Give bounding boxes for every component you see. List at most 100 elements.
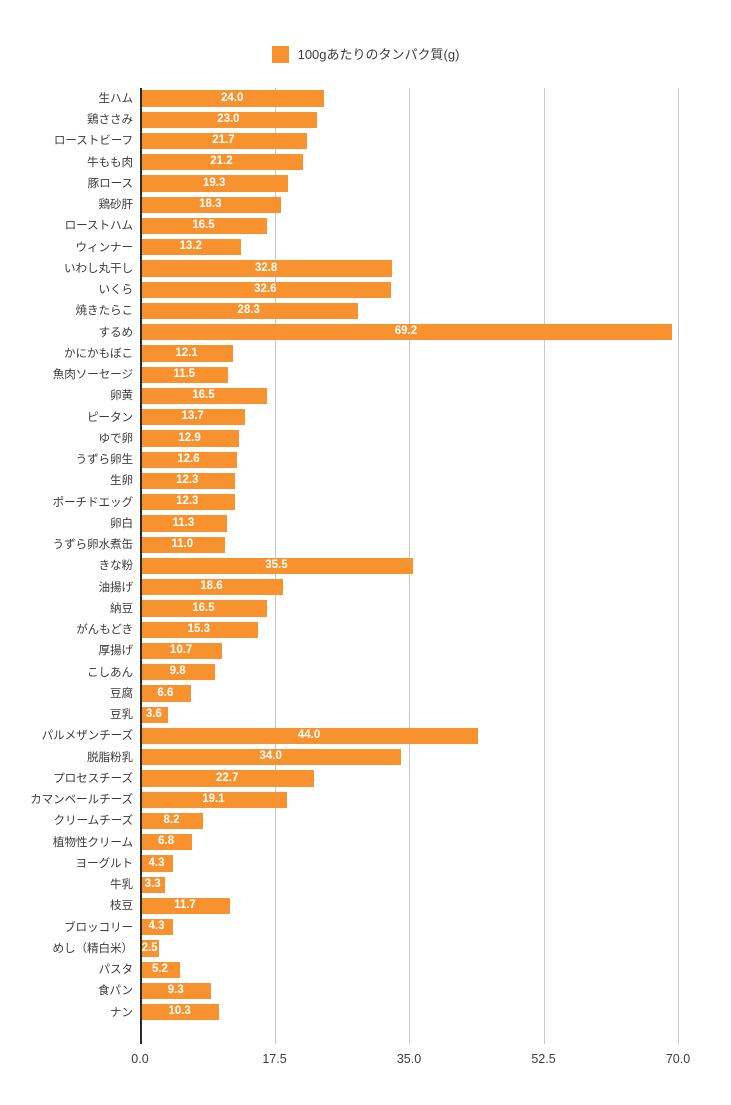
category-label: パスタ — [98, 963, 134, 977]
bar[interactable]: 3.6 — [140, 706, 168, 723]
bar[interactable]: 32.8 — [140, 260, 393, 277]
bar[interactable]: 9.3 — [140, 982, 212, 1000]
bar[interactable]: 9.8 — [140, 664, 216, 681]
gridline — [678, 88, 679, 1044]
category-label: ローストビーフ — [53, 134, 133, 148]
bar[interactable]: 13.7 — [140, 409, 246, 426]
bar-value-label: 11.7 — [174, 899, 196, 912]
value-axis-tick-labels: 0.0 17.5 35.0 52.5 70.0 — [131, 1052, 690, 1073]
bar[interactable]: 10.3 — [140, 1004, 220, 1021]
bar[interactable]: 16.5 — [140, 217, 267, 235]
bar[interactable]: 12.3 — [140, 472, 235, 490]
bar-row: 35.5 — [140, 556, 678, 577]
category-label: 生卵 — [110, 474, 133, 488]
bar[interactable]: 11.7 — [140, 897, 230, 915]
bar[interactable]: 11.0 — [140, 536, 225, 553]
bar[interactable]: 10.7 — [140, 642, 223, 660]
bar-value-label: 16.5 — [192, 219, 215, 232]
bar[interactable]: 12.1 — [140, 345, 233, 362]
bar[interactable]: 19.3 — [140, 175, 289, 192]
category-label: こしあん — [87, 665, 133, 679]
category-label: 焼きたらこ — [75, 304, 134, 318]
bar-row: 12.1 — [140, 343, 678, 364]
bar-row: 12.3 — [140, 492, 678, 513]
category-label: ローストハム — [64, 219, 133, 233]
bar-value-label: 2.5 — [141, 941, 158, 954]
bar-value-label: 24.0 — [221, 91, 244, 104]
bar-value-label: 4.3 — [148, 920, 165, 933]
bar-row: 5.2 — [140, 959, 678, 980]
bar-row: 8.2 — [140, 811, 678, 832]
category-label: ゆで卵 — [98, 431, 134, 445]
category-label: 食パン — [97, 984, 133, 998]
bar[interactable]: 24.0 — [140, 90, 325, 107]
bar[interactable]: 21.2 — [140, 154, 303, 171]
bar-row: 12.6 — [140, 449, 678, 470]
bar[interactable]: 35.5 — [140, 557, 413, 575]
bar-row: 10.7 — [140, 641, 678, 662]
category-label: ウィンナー — [75, 240, 134, 254]
bar[interactable]: 18.3 — [140, 196, 281, 213]
bar-value-label: 32.8 — [254, 261, 278, 274]
category-label: 豆腐 — [110, 686, 133, 700]
category-label: カマンベールチーズ — [30, 793, 133, 807]
bar-row: 19.3 — [140, 173, 678, 194]
bar[interactable]: 11.3 — [140, 515, 227, 532]
bar-row: 11.5 — [140, 364, 678, 385]
bar[interactable]: 4.3 — [140, 919, 174, 936]
bar-row: 12.9 — [140, 428, 678, 449]
bar-row: 4.3 — [140, 917, 678, 938]
bar[interactable]: 22.7 — [140, 770, 315, 787]
bar-rows: 24.0 23.0 21.7 21.2 19.3 18.3 16.5 13.2 32.8 32.6… — [140, 88, 678, 1044]
bar[interactable]: 12.9 — [140, 430, 240, 447]
category-label: 豚ロース — [87, 176, 134, 190]
bar[interactable]: 18.6 — [140, 579, 283, 596]
bar[interactable]: 3.3 — [140, 876, 166, 893]
bar[interactable]: 2.5 — [140, 940, 160, 957]
bar[interactable]: 21.7 — [140, 132, 307, 150]
bar[interactable]: 23.0 — [140, 111, 317, 128]
bar-value-label: 8.2 — [163, 814, 180, 827]
bar[interactable]: 12.3 — [140, 494, 235, 511]
bar[interactable]: 34.0 — [140, 749, 402, 766]
bar[interactable]: 5.2 — [140, 961, 180, 978]
chart-legend: 100gあたりのタンパク質(g) — [0, 46, 731, 63]
bar[interactable]: 6.6 — [140, 685, 191, 702]
category-label: 枝豆 — [110, 899, 133, 913]
value-axis-tick: 17.5 — [262, 1052, 287, 1066]
category-label: 生ハム — [98, 91, 134, 105]
bar-row: 69.2 — [140, 322, 678, 343]
bar[interactable]: 69.2 — [140, 324, 672, 341]
category-label: パルメザンチーズ — [41, 729, 133, 743]
bar[interactable]: 15.3 — [140, 621, 258, 638]
bar-value-label: 9.3 — [167, 984, 184, 997]
bar[interactable]: 6.8 — [140, 834, 193, 851]
bar-value-label: 69.2 — [394, 325, 418, 338]
bar[interactable]: 16.5 — [140, 600, 267, 617]
category-label: 卵白 — [110, 516, 133, 530]
bar-row: 11.0 — [140, 534, 678, 555]
value-axis-tick: 52.5 — [531, 1052, 556, 1066]
bar[interactable]: 11.5 — [140, 366, 229, 383]
category-label: ヨーグルト — [75, 856, 134, 870]
bar[interactable]: 16.5 — [140, 387, 267, 405]
category-label: うずら卵水煮缶 — [52, 538, 134, 552]
bar-value-label: 16.5 — [192, 389, 215, 402]
category-label: 鶏ささみ — [87, 113, 133, 127]
bar-row: 2.5 — [140, 938, 678, 959]
bar[interactable]: 19.1 — [140, 791, 287, 808]
bar[interactable]: 13.2 — [140, 239, 242, 256]
bar-value-label: 11.5 — [173, 367, 196, 380]
bar[interactable]: 32.6 — [140, 281, 391, 298]
category-label: 牛もも肉 — [87, 155, 133, 169]
bar[interactable]: 28.3 — [140, 302, 358, 320]
category-label: ポーチドエッグ — [52, 495, 134, 509]
bar-value-label: 23.0 — [217, 112, 240, 125]
category-label: 牛乳 — [110, 878, 133, 892]
category-label: きな粉 — [98, 559, 134, 573]
bar[interactable]: 44.0 — [140, 727, 479, 745]
bar[interactable]: 4.3 — [140, 855, 174, 872]
category-label: いわし丸干し — [64, 261, 133, 275]
bar[interactable]: 8.2 — [140, 812, 204, 830]
bar[interactable]: 12.6 — [140, 451, 237, 468]
